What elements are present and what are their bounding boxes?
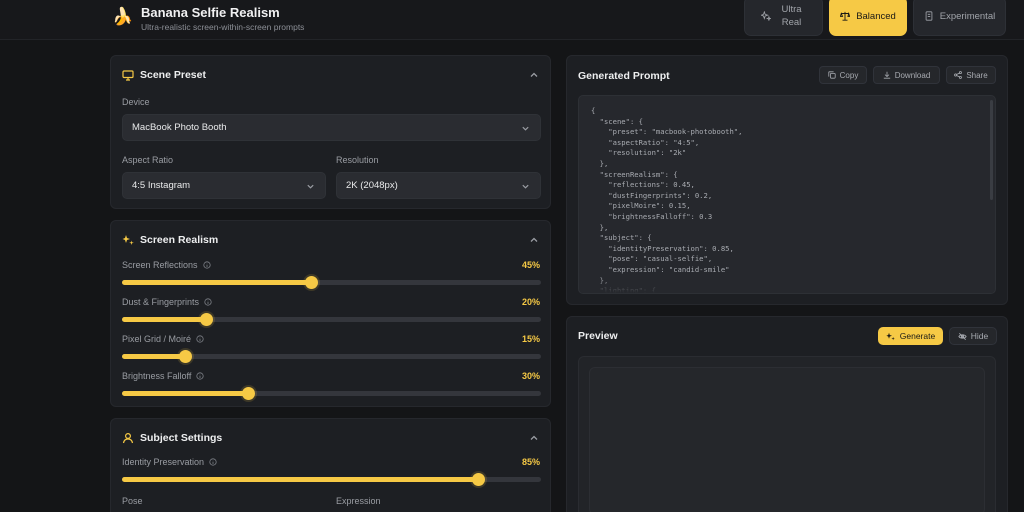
info-icon[interactable]	[202, 261, 211, 269]
copy-label: Copy	[839, 70, 859, 80]
info-icon[interactable]	[204, 298, 212, 306]
screen-reflections-text: Screen Reflections	[122, 260, 198, 270]
preview-title: Preview	[578, 330, 618, 342]
info-icon[interactable]	[196, 372, 204, 380]
subject-settings-title: Subject Settings	[140, 432, 223, 444]
banana-icon: 🍌	[112, 7, 134, 26]
share-label: Share	[966, 70, 988, 80]
aspect-ratio-select[interactable]: 4:5 Instagram	[122, 172, 326, 199]
identity-preservation-value: 85%	[521, 457, 540, 467]
chevron-up-icon[interactable]	[529, 433, 539, 443]
chevron-down-icon	[522, 184, 529, 189]
hide-button[interactable]: Hide	[949, 327, 997, 345]
subject-settings-card: Subject Settings Identity Preservation 8…	[110, 418, 551, 512]
dust-fingerprints-slider[interactable]	[122, 313, 541, 326]
sparkles-icon	[122, 235, 134, 245]
generate-button[interactable]: Generate	[878, 327, 943, 345]
sparkles-icon	[760, 11, 771, 21]
app-subtitle: Ultra-realistic screen-within-screen pro…	[141, 22, 305, 32]
user-icon	[122, 432, 134, 444]
copy-icon	[828, 71, 836, 79]
expression-label: Expression	[336, 496, 381, 506]
pixel-grid-label: Pixel Grid / Moiré	[122, 334, 204, 344]
mode-balanced-button[interactable]: Balanced	[829, 0, 907, 36]
pixel-grid-value: 15%	[521, 334, 540, 344]
aspect-ratio-value: 4:5 Instagram	[132, 180, 191, 191]
screen-reflections-value: 45%	[521, 260, 540, 270]
generate-label: Generate	[899, 331, 936, 341]
resolution-label: Resolution	[336, 155, 379, 165]
slider-fill	[122, 280, 311, 285]
code-fade	[579, 277, 995, 293]
screen-realism-title: Screen Realism	[140, 234, 219, 246]
slider-fill	[122, 354, 185, 359]
download-icon	[883, 71, 890, 79]
brightness-falloff-slider[interactable]	[122, 387, 541, 400]
mode-balanced-label: Balanced	[856, 10, 896, 22]
aspect-ratio-label: Aspect Ratio	[122, 155, 174, 165]
pose-label: Pose	[122, 496, 143, 506]
device-label: Device	[122, 97, 150, 107]
resolution-value: 2K (2048px)	[346, 180, 398, 191]
screen-reflections-label: Screen Reflections	[122, 260, 211, 270]
slider-fill	[122, 477, 479, 482]
dust-fingerprints-text: Dust & Fingerprints	[122, 297, 200, 307]
brightness-falloff-value: 30%	[521, 371, 540, 381]
scene-preset-title: Scene Preset	[140, 69, 206, 81]
flask-icon	[925, 11, 933, 21]
app-title: Banana Selfie Realism	[141, 5, 280, 20]
monitor-icon	[122, 70, 134, 81]
identity-preservation-text: Identity Preservation	[122, 457, 205, 467]
hide-label: Hide	[970, 331, 989, 341]
chevron-down-icon	[307, 184, 314, 189]
info-icon[interactable]	[209, 458, 217, 466]
dust-fingerprints-label: Dust & Fingerprints	[122, 297, 212, 307]
info-icon[interactable]	[196, 335, 204, 343]
slider-thumb[interactable]	[178, 350, 192, 363]
sparkles-icon	[886, 332, 895, 340]
download-label: Download	[894, 70, 931, 80]
brightness-falloff-text: Brightness Falloff	[122, 371, 192, 381]
prompt-code-block[interactable]: { "scene": { "preset": "macbook-photoboo…	[578, 95, 996, 294]
resolution-select[interactable]: 2K (2048px)	[336, 172, 541, 199]
copy-button[interactable]: Copy	[819, 66, 867, 84]
chevron-up-icon[interactable]	[529, 235, 539, 245]
pixel-grid-slider[interactable]	[122, 350, 541, 363]
pixel-grid-text: Pixel Grid / Moiré	[122, 334, 192, 344]
share-button[interactable]: Share	[946, 66, 996, 84]
screen-reflections-slider[interactable]	[122, 276, 541, 289]
mode-ultra-real-label: Ultra Real	[781, 4, 802, 28]
mode-experimental-label: Experimental	[939, 10, 996, 22]
scale-icon	[840, 11, 851, 21]
eye-off-icon	[958, 332, 967, 340]
brightness-falloff-label: Brightness Falloff	[122, 371, 204, 381]
screen-realism-card: Screen Realism Screen Reflections 45% Du…	[110, 220, 551, 407]
slider-thumb[interactable]	[472, 473, 486, 486]
device-select-value: MacBook Photo Booth	[132, 122, 227, 133]
identity-preservation-label: Identity Preservation	[122, 457, 217, 467]
slider-fill	[122, 391, 248, 396]
preview-area	[578, 356, 996, 512]
slider-thumb[interactable]	[304, 276, 318, 289]
chevron-down-icon	[522, 126, 529, 131]
slider-thumb[interactable]	[241, 387, 255, 400]
chevron-up-icon[interactable]	[529, 70, 539, 80]
generated-prompt-title: Generated Prompt	[578, 70, 670, 82]
slider-thumb[interactable]	[199, 313, 213, 326]
slider-fill	[122, 317, 206, 322]
dust-fingerprints-value: 20%	[521, 297, 540, 307]
share-icon	[954, 71, 963, 79]
mode-experimental-button[interactable]: Experimental	[913, 0, 1006, 36]
preview-frame	[589, 367, 985, 512]
identity-preservation-slider[interactable]	[122, 473, 541, 486]
device-select[interactable]: MacBook Photo Booth	[122, 114, 541, 141]
prompt-code-text: { "scene": { "preset": "macbook-photoboo…	[591, 106, 743, 293]
scene-preset-card: Scene Preset Device MacBook Photo Booth …	[110, 55, 551, 209]
download-button[interactable]: Download	[873, 66, 940, 84]
code-scrollbar[interactable]	[990, 100, 993, 200]
mode-ultra-real-button[interactable]: Ultra Real	[744, 0, 823, 36]
